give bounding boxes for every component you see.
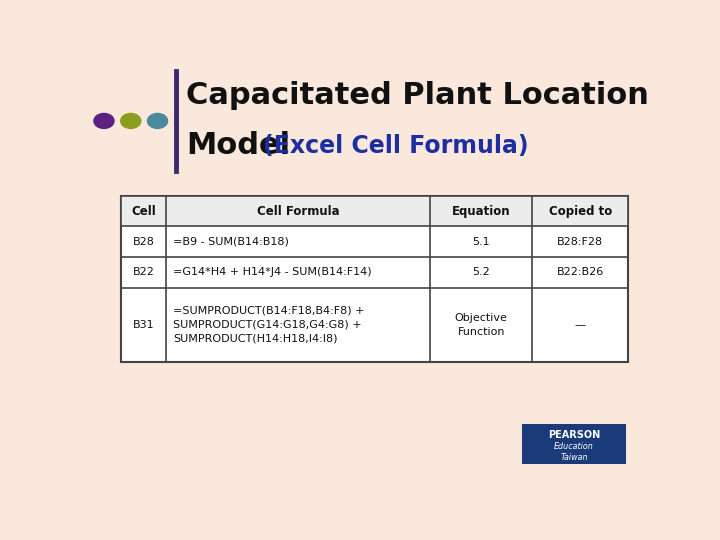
Text: Objective
Function: Objective Function	[455, 313, 508, 337]
Text: 5.2: 5.2	[472, 267, 490, 278]
FancyBboxPatch shape	[121, 196, 629, 226]
Circle shape	[121, 113, 141, 129]
Text: B28: B28	[132, 237, 155, 247]
Text: PEARSON: PEARSON	[548, 430, 600, 440]
Text: (Excel Cell Formula): (Excel Cell Formula)	[263, 134, 528, 158]
Text: Model: Model	[186, 131, 290, 160]
Text: Equation: Equation	[452, 205, 510, 218]
Text: Capacitated Plant Location: Capacitated Plant Location	[186, 82, 649, 111]
FancyBboxPatch shape	[121, 196, 629, 362]
Text: Taiwan: Taiwan	[560, 453, 588, 462]
Text: Education: Education	[554, 442, 594, 451]
Text: =SUMPRODUCT(B14:F18,B4:F8) +
SUMPRODUCT(G14:G18,G4:G8) +
SUMPRODUCT(H14:H18,I4:I: =SUMPRODUCT(B14:F18,B4:F8) + SUMPRODUCT(…	[173, 306, 364, 344]
Text: B31: B31	[132, 320, 154, 330]
Text: B22:B26: B22:B26	[557, 267, 604, 278]
Text: B28:F28: B28:F28	[557, 237, 603, 247]
Text: Cell Formula: Cell Formula	[257, 205, 340, 218]
Text: =B9 - SUM(B14:B18): =B9 - SUM(B14:B18)	[173, 237, 289, 247]
Text: B22: B22	[132, 267, 155, 278]
Text: =G14*H4 + H14*J4 - SUM(B14:F14): =G14*H4 + H14*J4 - SUM(B14:F14)	[173, 267, 372, 278]
Text: Cell: Cell	[131, 205, 156, 218]
Circle shape	[94, 113, 114, 129]
Text: Copied to: Copied to	[549, 205, 612, 218]
Text: —: —	[575, 320, 586, 330]
Circle shape	[148, 113, 168, 129]
Text: 5.1: 5.1	[472, 237, 490, 247]
FancyBboxPatch shape	[523, 424, 626, 464]
